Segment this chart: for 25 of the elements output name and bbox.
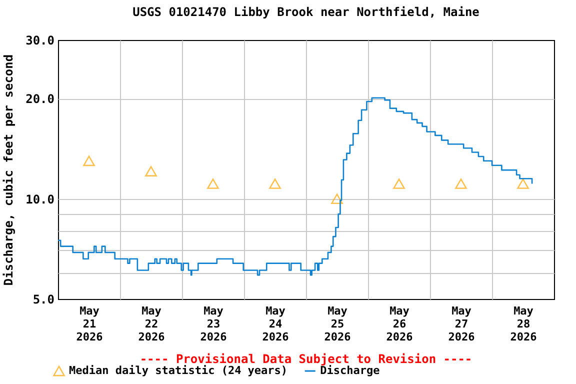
point: [393, 178, 405, 189]
x-tick-label: May 25 2026: [324, 304, 352, 344]
legend-label: Median daily statistic (24 years): [69, 364, 288, 377]
y-tick-label: 5.0: [32, 292, 54, 306]
chart-title: USGS 01021470 Libby Brook near Northfield, Maine: [132, 5, 480, 19]
legend-label: Discharge: [320, 364, 380, 377]
y-tick-label: 20.0: [26, 92, 54, 106]
y-tick-label: 10.0: [26, 192, 54, 206]
x-tick-label: May 26 2026: [386, 304, 414, 344]
text: ---- Provisional Data Subject to Revision ----: [140, 352, 472, 366]
x-tick-label: May 28 2026: [510, 304, 538, 344]
point: [207, 178, 219, 189]
point: [83, 156, 95, 166]
x-tick-label: May 23 2026: [200, 304, 228, 344]
x-tick-label: May 27 2026: [448, 304, 476, 344]
y-tick-label: 30.0: [26, 34, 54, 48]
x-tick-label: May 24 2026: [262, 304, 290, 344]
point: [331, 194, 343, 204]
point: [145, 166, 157, 176]
y-axis-title: Discharge, cubic feet per second: [2, 54, 16, 286]
x-tick-label: May 21 2026: [76, 304, 104, 344]
point: [517, 178, 529, 189]
x-tick-label: May 22 2026: [138, 304, 166, 344]
point: [455, 178, 467, 189]
point: [269, 178, 281, 189]
